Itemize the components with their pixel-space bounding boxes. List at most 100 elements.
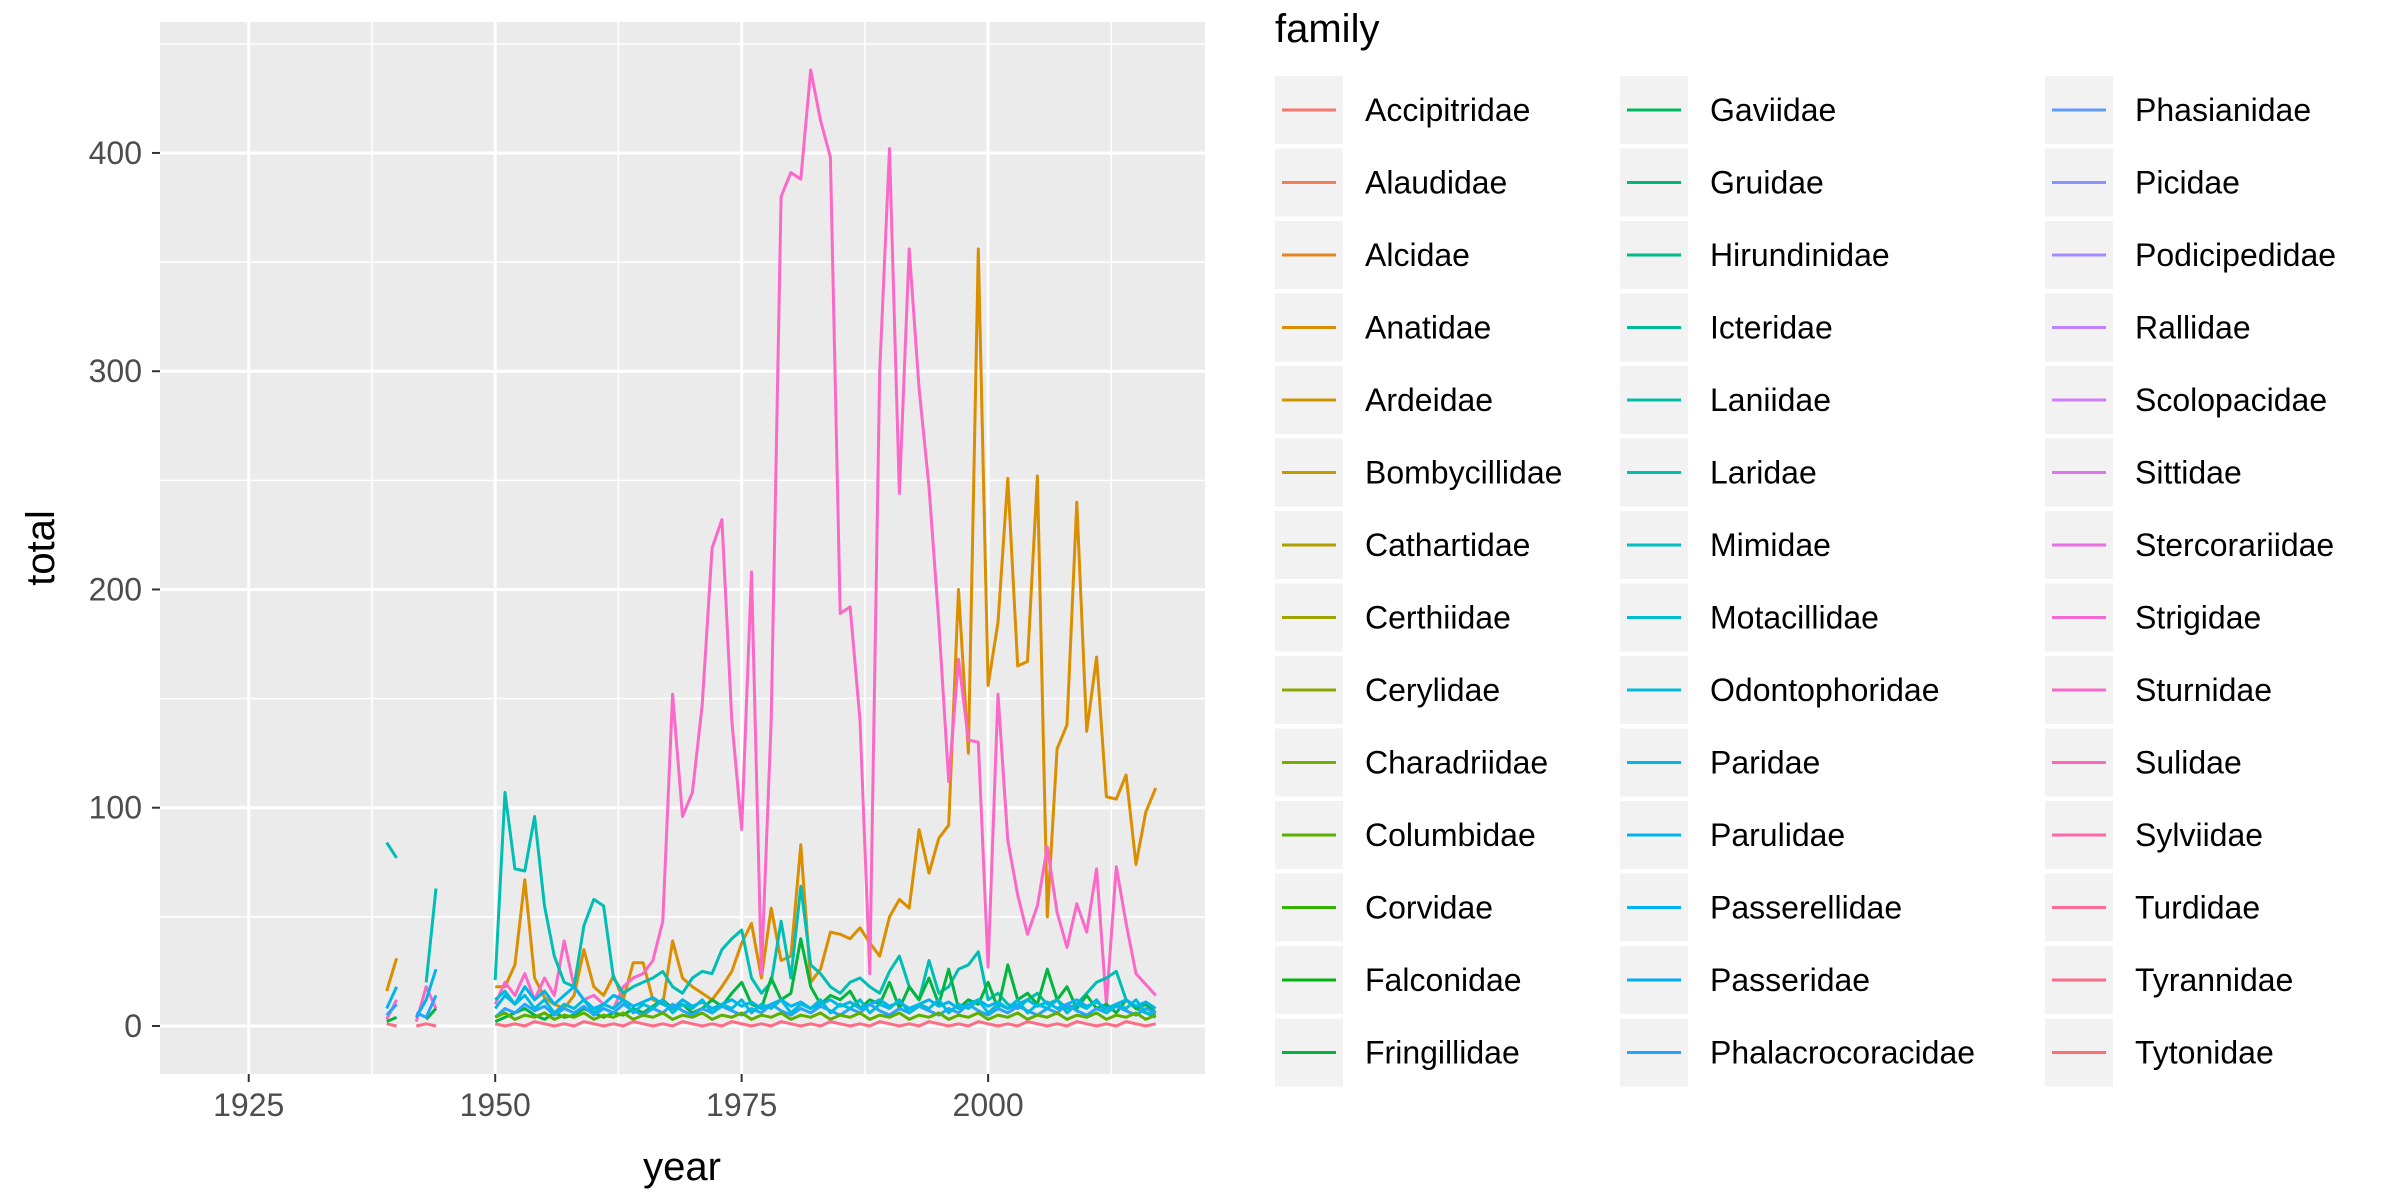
legend-item: Cerylidae — [1275, 656, 1500, 724]
legend-item: Columbidae — [1275, 801, 1536, 869]
series-tyrannidae — [386, 1020, 1157, 1028]
legend-label: Rallidae — [2135, 310, 2251, 346]
legend-label: Sittidae — [2135, 455, 2242, 491]
legend-item: Motacillidae — [1620, 583, 1879, 652]
series-line — [494, 1011, 1157, 1021]
legend-item: Anatidae — [1275, 293, 1491, 362]
legend-label: Tyrannidae — [2135, 962, 2293, 998]
series-line — [385, 957, 399, 992]
series-layer — [385, 68, 1158, 1028]
legend-item: Phalacrocoracidae — [1620, 1018, 1975, 1087]
legend-label: Laridae — [1710, 455, 1817, 491]
series-parulidae — [385, 968, 1157, 1019]
legend-label: Laniidae — [1710, 382, 1831, 418]
series-line — [385, 841, 398, 859]
legend-item: Picidae — [2045, 148, 2240, 217]
legend-label: Ardeidae — [1365, 382, 1493, 418]
legend-item: Gruidae — [1620, 148, 1824, 217]
legend-item: Stercorariidae — [2045, 511, 2334, 579]
y-tick-label: 200 — [89, 571, 142, 607]
legend-item: Certhiidae — [1275, 583, 1511, 652]
legend-label: Stercorariidae — [2135, 527, 2334, 563]
series-line — [415, 1022, 437, 1028]
legend-title: family — [1275, 7, 1379, 51]
series-line — [495, 247, 1158, 1010]
legend-label: Motacillidae — [1710, 600, 1879, 636]
legend-label: Passeridae — [1710, 962, 1870, 998]
y-tick-labels: 0 100 200 300 400 — [89, 135, 142, 1044]
legend-label: Parulidae — [1710, 817, 1845, 853]
legend-item: Phasianidae — [2045, 76, 2311, 144]
y-tick-label: 100 — [89, 790, 142, 826]
legend-item: Passerellidae — [1620, 873, 1902, 942]
legend-label: Icteridae — [1710, 310, 1833, 346]
legend-item: Icteridae — [1620, 293, 1833, 362]
legend-item: Tytonidae — [2045, 1018, 2274, 1087]
legend-label: Tytonidae — [2135, 1035, 2274, 1071]
series-line — [493, 985, 1157, 1010]
legend-label: Mimidae — [1710, 527, 1831, 563]
legend-item: Mimidae — [1620, 511, 1831, 579]
legend-label: Hirundinidae — [1710, 237, 1890, 273]
series-line — [424, 888, 438, 983]
legend-item: Cathartidae — [1275, 511, 1530, 579]
x-tick-labels: 1925 1950 1975 2000 — [213, 1087, 1024, 1123]
series-line — [414, 968, 438, 1019]
series-line — [425, 1007, 438, 1021]
legend-label: Gruidae — [1710, 165, 1824, 201]
series-line — [494, 1020, 1157, 1028]
legend-label: Strigidae — [2135, 600, 2261, 636]
legend-label: Falconidae — [1365, 962, 1522, 998]
legend-item: Ardeidae — [1275, 366, 1493, 434]
legend-label: Certhiidae — [1365, 600, 1511, 636]
series-columbidae — [494, 1011, 1157, 1021]
legend-item: Gaviidae — [1620, 76, 1836, 144]
legend-item: Rallidae — [2045, 293, 2251, 362]
legend-label: Corvidae — [1365, 890, 1493, 926]
legend-item: Tyrannidae — [2045, 946, 2293, 1014]
y-tick-label: 0 — [124, 1008, 142, 1044]
legend-label: Charadriidae — [1365, 745, 1548, 781]
series-odontophoridae — [494, 989, 1157, 1019]
y-tick-label: 300 — [89, 353, 142, 389]
legend-item: Fringillidae — [1275, 1018, 1520, 1087]
legend-item: Charadriidae — [1275, 728, 1548, 797]
legend-item: Bombycillidae — [1275, 438, 1562, 507]
legend-label: Phalacrocoracidae — [1710, 1035, 1975, 1071]
legend-item: Sittidae — [2045, 438, 2242, 507]
legend-item: Paridae — [1620, 728, 1820, 797]
legend-label: Cerylidae — [1365, 672, 1500, 708]
legend-label: Columbidae — [1365, 817, 1536, 853]
legend-item: Sturnidae — [2045, 656, 2272, 724]
legend-label: Passerellidae — [1710, 890, 1902, 926]
y-axis-title: total — [19, 510, 63, 586]
legend-item: Corvidae — [1275, 873, 1493, 942]
legend-item: Passeridae — [1620, 946, 1870, 1014]
legend-item: Alcidae — [1275, 221, 1470, 289]
legend-item: Alaudidae — [1275, 148, 1507, 217]
series-line — [494, 989, 1157, 1019]
series-line — [386, 1015, 398, 1023]
legend-label: Sulidae — [2135, 745, 2242, 781]
legend-label: Alaudidae — [1365, 165, 1507, 201]
series-line — [385, 1003, 398, 1017]
legend-item: Accipitridae — [1275, 76, 1530, 144]
legend-item: Scolopacidae — [2045, 366, 2327, 434]
x-tick-label: 1975 — [706, 1087, 777, 1123]
plot-panel — [160, 22, 1205, 1074]
legend-item: Laridae — [1620, 438, 1817, 507]
legend-label: Scolopacidae — [2135, 382, 2327, 418]
x-axis-title: year — [643, 1145, 721, 1189]
legend-item: Sulidae — [2045, 728, 2242, 797]
legend-label: Phasianidae — [2135, 92, 2311, 128]
legend-item: Odontophoridae — [1620, 656, 1940, 724]
legend-label: Sturnidae — [2135, 672, 2272, 708]
legend-item: Hirundinidae — [1620, 221, 1890, 289]
legend-label: Odontophoridae — [1710, 672, 1940, 708]
legend-label: Sylviidae — [2135, 817, 2263, 853]
legend-label: Paridae — [1710, 745, 1820, 781]
legend-label: Podicipedidae — [2135, 237, 2336, 273]
x-tick-label: 1950 — [460, 1087, 531, 1123]
legend-item: Sylviidae — [2045, 801, 2263, 869]
